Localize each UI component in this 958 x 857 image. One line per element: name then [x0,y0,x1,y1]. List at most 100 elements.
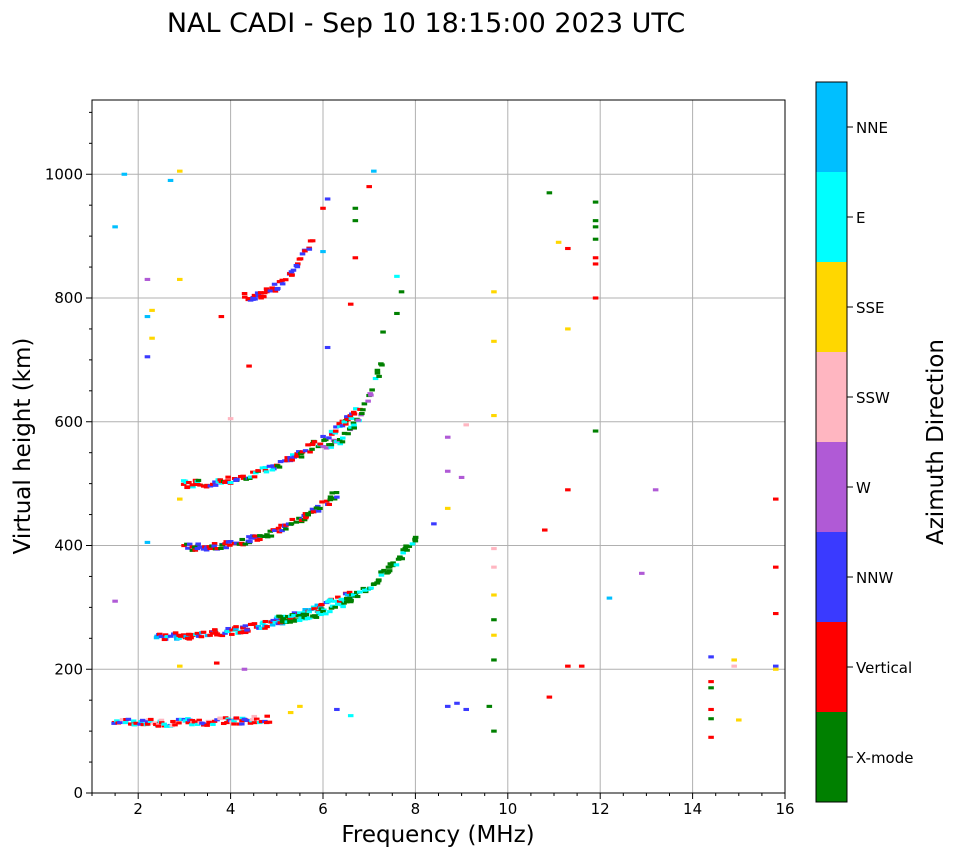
echo-cell [297,611,303,615]
echo-cell [275,286,281,291]
echo-cell [386,569,393,573]
echo-cell [327,498,334,502]
echo-cell [360,408,366,412]
echo-cell [219,633,226,638]
echo-cell [161,637,168,642]
echo-point [167,178,174,182]
x-tick-label: 16 [775,800,794,818]
echo-cell [400,551,406,555]
plot-background [92,100,785,793]
echo-cell [376,578,382,582]
echo-point [592,200,599,204]
echo-cell [289,453,296,457]
echo-cell [218,546,224,550]
echo-cell [320,609,326,613]
echo-cell [288,522,295,526]
echo-cell [351,423,357,427]
echo-cell [390,561,396,565]
echo-cell [328,445,334,449]
echo-point [772,565,779,569]
echo-point [708,655,714,659]
colorbar-swatch [816,712,847,802]
echo-point [213,661,220,665]
colorbar-swatch [816,82,847,172]
echo-cell [244,628,250,632]
echo-cell [289,517,296,522]
echo-cell [279,529,285,533]
echo-cell [278,523,284,527]
echo-cell [212,628,218,632]
echo-cell [229,632,235,636]
echo-cell [319,602,325,607]
echo-point [491,290,497,294]
echo-cell [333,491,340,495]
echo-cell [337,442,344,446]
echo-cell [229,628,235,632]
echo-cell [244,718,250,723]
echo-cell [305,443,311,447]
echo-cell [255,624,262,629]
echo-cell [246,297,253,301]
echo-cell [333,425,339,429]
x-tick-label: 4 [226,800,236,818]
echo-point [491,633,497,637]
echo-cell [346,590,353,594]
colorbar-swatch [816,532,847,622]
echo-point [320,250,326,254]
echo-cell [267,529,274,533]
echo-cell [231,719,237,723]
echo-cell [351,412,358,416]
y-tick-label: 600 [54,413,83,431]
echo-cell [261,295,267,299]
echo-cell [360,586,367,590]
x-tick-label: 8 [411,800,421,818]
echo-cell [368,586,374,590]
echo-cell [272,620,279,625]
echo-cell [186,480,192,485]
echo-cell [180,482,187,486]
echo-point [347,302,354,306]
echo-cell [311,440,318,444]
echo-cell [172,631,179,635]
echo-cell [251,536,257,540]
echo-point [320,206,326,210]
echo-cell [197,483,203,487]
echo-cell [222,480,228,484]
echo-cell [283,527,289,531]
echo-cell [350,410,357,414]
echo-cell [263,470,270,474]
echo-cell [207,633,213,637]
echo-point [463,423,469,427]
colorbar-label-vertical: Vertical [856,659,912,677]
echo-cell [251,714,258,719]
echo-cell [311,607,317,611]
echo-cell [412,539,419,543]
echo-cell [323,438,329,442]
echo-cell [175,717,182,721]
echo-point [394,274,400,278]
echo-cell [225,626,231,631]
echo-cell [317,442,323,446]
echo-cell [242,624,249,628]
echo-cell [279,282,286,286]
x-tick-label: 10 [498,800,517,818]
echo-cell [206,720,212,725]
echo-point [592,256,599,260]
echo-cell [158,634,165,638]
echo-cell [291,611,298,615]
echo-point [731,658,737,662]
echo-cell [263,287,270,291]
echo-cell [386,565,393,569]
echo-cell [249,718,256,722]
echo-point [639,571,645,575]
echo-cell [172,723,178,727]
echo-point [324,345,331,350]
echo-cell [302,249,308,253]
echo-cell [406,544,413,548]
echo-cell [239,722,245,726]
echo-point [541,528,548,532]
echo-cell [327,598,334,602]
echo-cell [164,724,170,728]
echo-point [352,256,359,260]
